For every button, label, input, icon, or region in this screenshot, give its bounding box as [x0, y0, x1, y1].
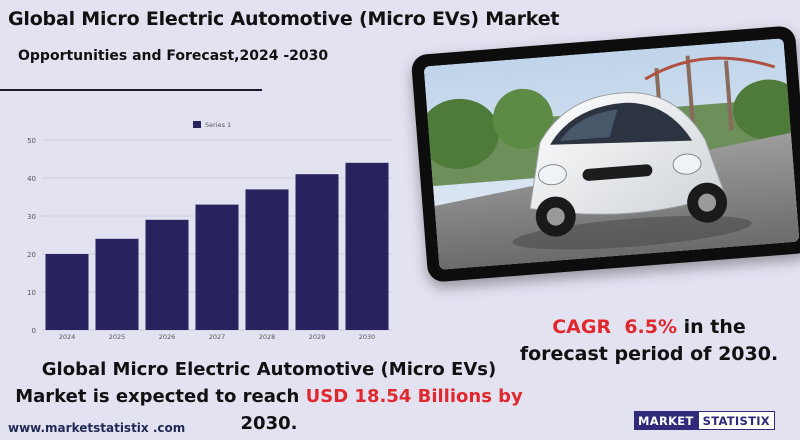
summary-text: Global Micro Electric Automotive (Micro … — [15, 359, 497, 407]
bar — [345, 162, 389, 330]
market-statistix-logo: MARKET STATISTIX — [634, 411, 784, 430]
x-tick-label: 2030 — [359, 333, 376, 341]
x-tick-label: 2025 — [109, 333, 126, 341]
cagr-callout: CAGR 6.5% in the forecast period of 2030… — [516, 314, 782, 368]
page-title: Global Micro Electric Automotive (Micro … — [8, 8, 560, 30]
x-tick-label: 2027 — [209, 333, 226, 341]
legend-label: Series 1 — [205, 121, 231, 129]
page-subtitle: Opportunities and Forecast,2024 -2030 — [18, 48, 329, 64]
logo-text-statistix: STATISTIX — [697, 411, 775, 430]
market-summary: Global Micro Electric Automotive (Micro … — [4, 356, 534, 437]
logo-text-market: MARKET — [634, 411, 698, 430]
micro-ev-photo-frame — [410, 25, 800, 283]
y-tick-label: 30 — [27, 213, 36, 221]
y-tick-label: 20 — [27, 251, 36, 259]
bar — [145, 219, 189, 330]
x-tick-label: 2024 — [59, 333, 76, 341]
legend-swatch — [193, 121, 201, 128]
y-tick-label: 0 — [32, 327, 36, 335]
title-divider — [0, 89, 262, 91]
bar — [245, 189, 289, 330]
summary-year: 2030. — [240, 413, 298, 434]
x-tick-label: 2026 — [159, 333, 176, 341]
summary-highlight: USD 18.54 Billions by — [305, 386, 523, 407]
bar-chart: 0 10 20 30 40 50 2024 2025 2026 2027 2028 2029 2030 S… — [10, 110, 400, 345]
cagr-value: 6.5% — [624, 316, 678, 338]
cagr-suffix: in the forecast period of 2030. — [519, 316, 779, 365]
x-tick-label: 2029 — [309, 333, 326, 341]
bar — [195, 204, 239, 330]
y-tick-label: 40 — [27, 175, 36, 183]
bar — [295, 174, 339, 330]
micro-ev-car-image — [423, 38, 800, 270]
bar — [45, 254, 89, 330]
y-tick-label: 50 — [27, 137, 36, 145]
x-tick-label: 2028 — [259, 333, 276, 341]
bar — [95, 238, 139, 330]
website-link[interactable]: www.marketstatistix .com — [8, 421, 186, 435]
cagr-label: CAGR — [552, 316, 612, 338]
y-tick-label: 10 — [27, 289, 36, 297]
